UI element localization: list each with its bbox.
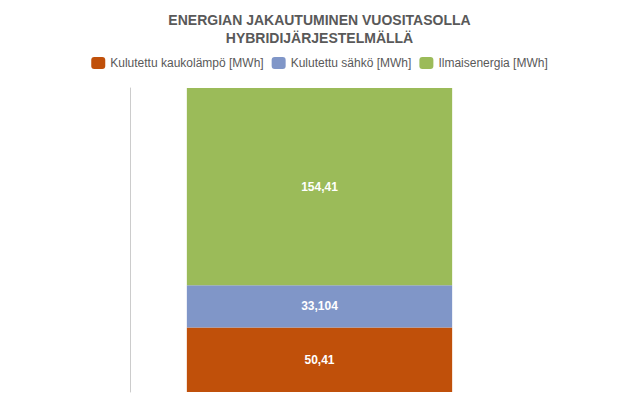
svg-text:HYBRIDIJÄRJESTELMÄLLÄ: HYBRIDIJÄRJESTELMÄLLÄ: [226, 30, 413, 46]
svg-text:154,41: 154,41: [301, 180, 338, 194]
svg-text:33,104: 33,104: [301, 299, 338, 313]
svg-text:50,41: 50,41: [304, 353, 334, 367]
svg-text:Ilmaisenergia [MWh]: Ilmaisenergia [MWh]: [438, 56, 547, 70]
svg-text:ENERGIAN JAKAUTUMINEN VUOSITAS: ENERGIAN JAKAUTUMINEN VUOSITASOLLA: [168, 12, 470, 28]
svg-text:Kulutettu kaukolämpö [MWh]: Kulutettu kaukolämpö [MWh]: [110, 56, 263, 70]
svg-text:Kulutettu sähkö [MWh]: Kulutettu sähkö [MWh]: [291, 56, 412, 70]
